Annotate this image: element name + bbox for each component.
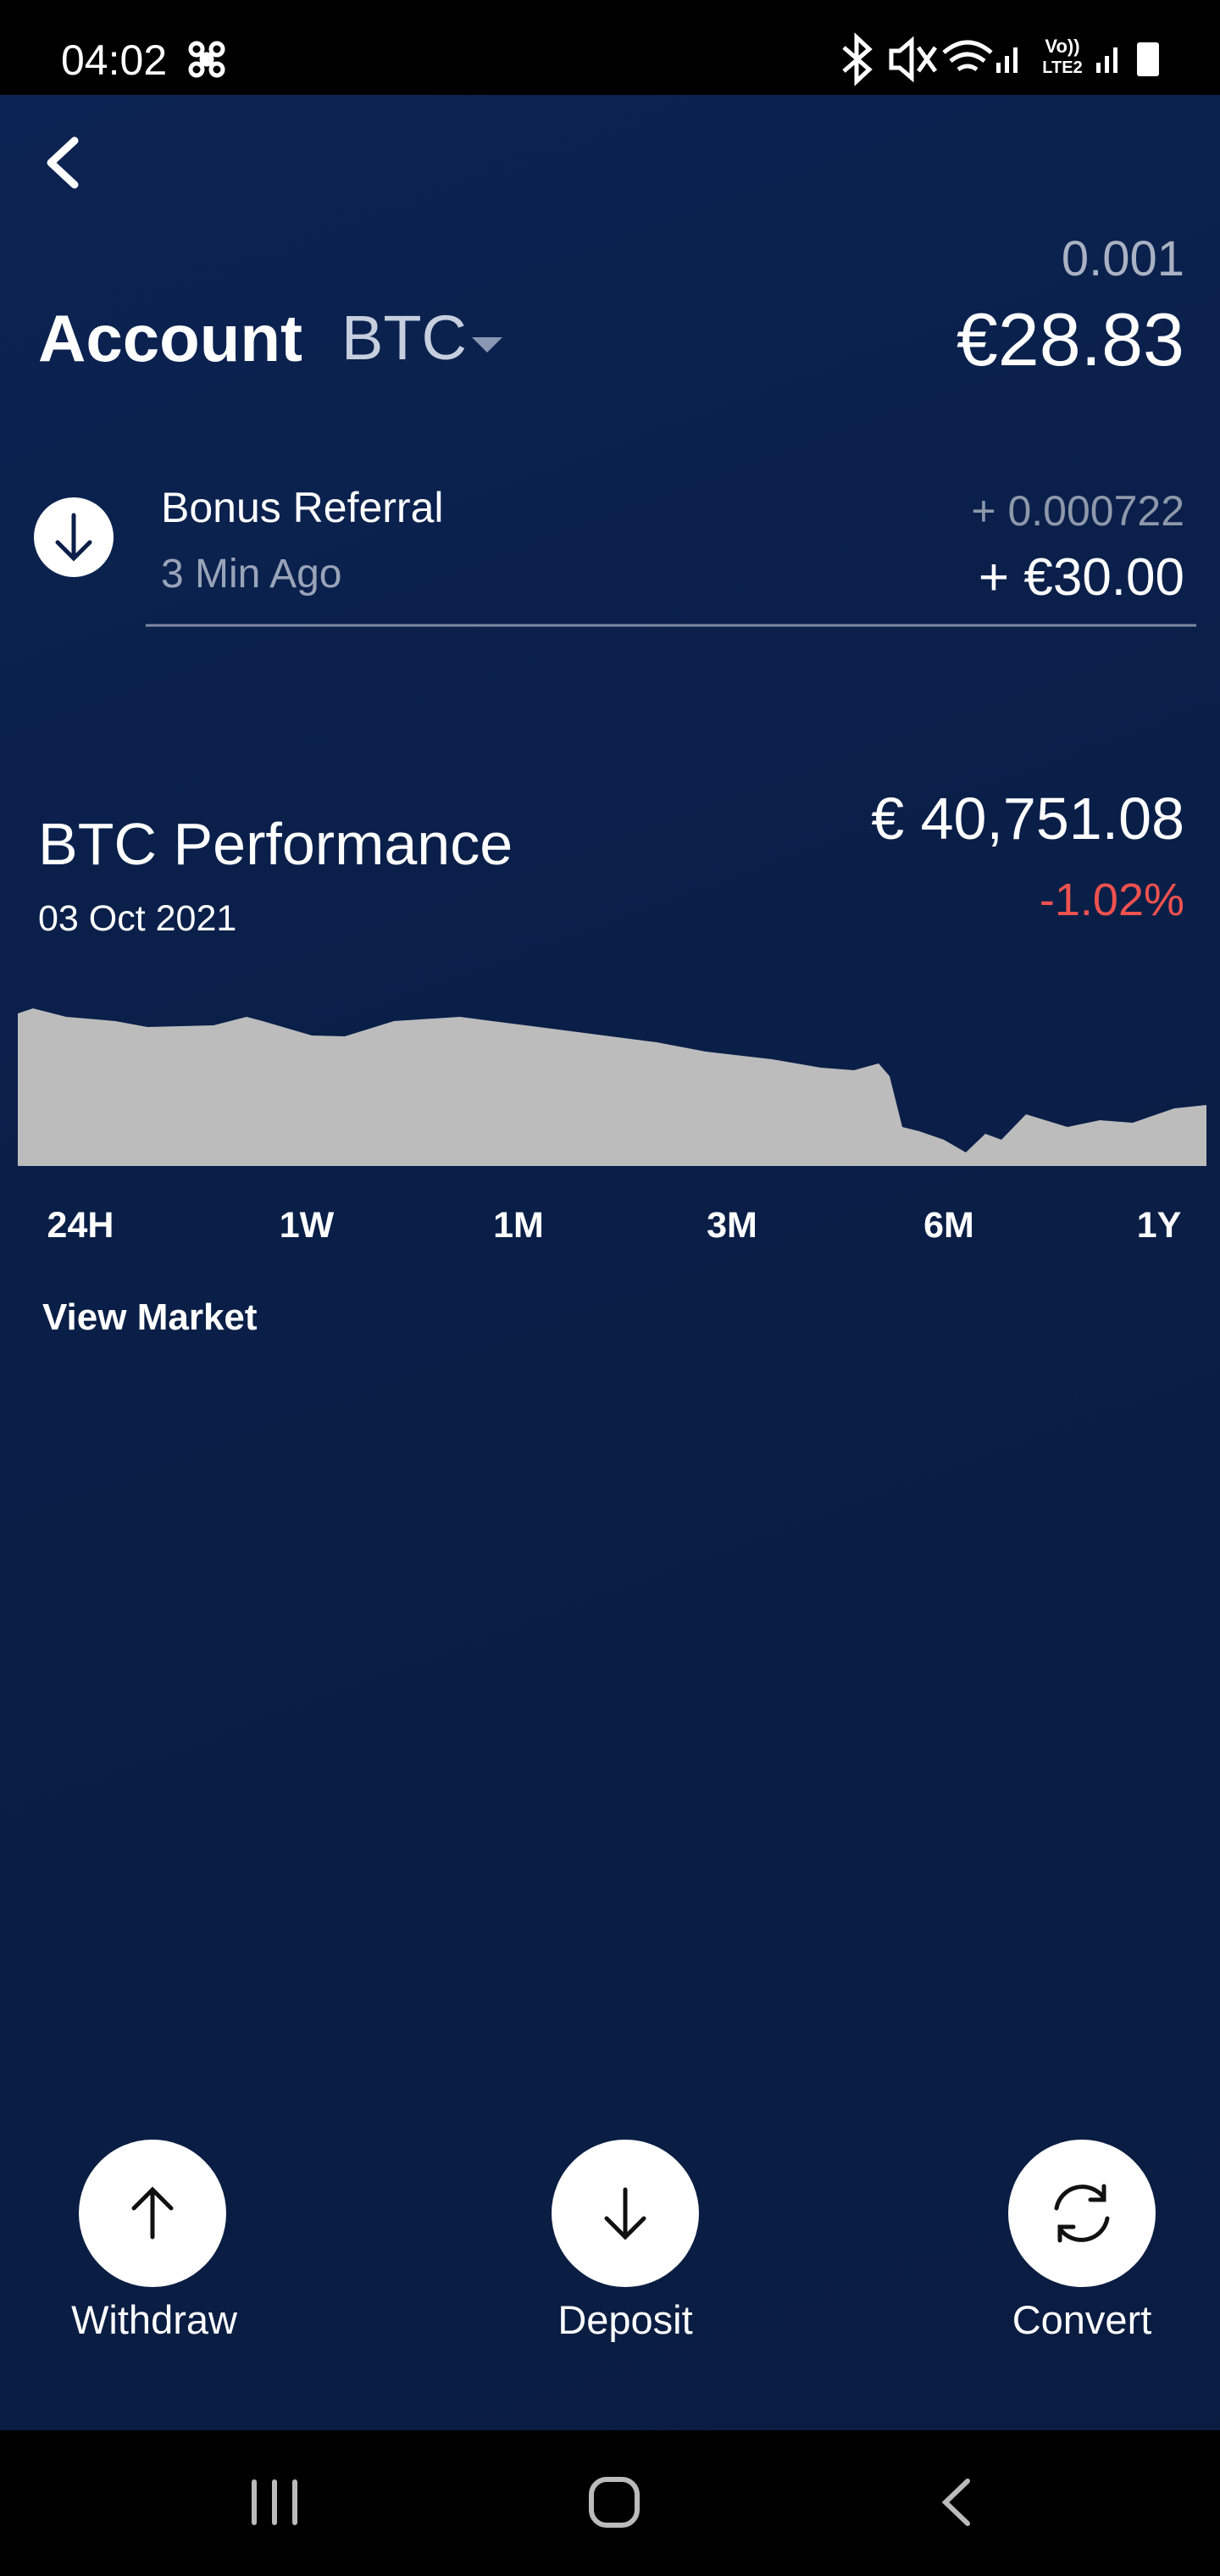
volte-icon: Vo)) [1045, 36, 1079, 57]
price-sparkline [18, 1008, 1206, 1166]
btc-price: € 40,751.08 [871, 786, 1184, 852]
action-label[interactable]: Withdraw [71, 2297, 237, 2342]
withdraw-button[interactable] [79, 2140, 226, 2287]
recents-button[interactable] [252, 2479, 297, 2525]
account-title: Account [38, 301, 302, 375]
back-button[interactable] [47, 136, 79, 189]
currency-dropdown-arrow[interactable] [472, 337, 502, 353]
range-tab[interactable]: 3M [707, 1205, 757, 1246]
down-arrow [55, 513, 92, 562]
view-market-link[interactable]: View Market [42, 1296, 258, 1338]
range-tab[interactable]: 1M [493, 1205, 544, 1246]
range-tab[interactable]: 24H [47, 1205, 114, 1246]
range-tab[interactable]: 6M [923, 1205, 974, 1246]
navigation-bar [0, 2430, 1220, 2576]
transaction-title[interactable]: Bonus Referral [161, 484, 444, 531]
range-tab[interactable]: 1W [279, 1205, 335, 1246]
lte-icon: LTE2 [1042, 58, 1082, 77]
system-back-button[interactable] [941, 2479, 970, 2526]
price-change: -1.02% [1039, 874, 1184, 925]
clock: 04:02 [61, 36, 168, 84]
currency-selector[interactable]: BTC [341, 303, 467, 373]
performance-title: BTC Performance [38, 811, 513, 877]
transaction-fiat-amount: + €30.00 [978, 548, 1184, 607]
home-button[interactable] [589, 2477, 640, 2528]
deposit-button[interactable] [552, 2140, 699, 2287]
convert-button[interactable] [1008, 2140, 1156, 2287]
fiat-balance: €28.83 [956, 297, 1184, 381]
range-tab[interactable]: 1Y [1136, 1205, 1182, 1246]
crypto-balance: 0.001 [1061, 231, 1184, 286]
transaction-crypto-amount: + 0.000722 [971, 487, 1184, 535]
action-label[interactable]: Deposit [557, 2297, 693, 2342]
action-label[interactable]: Convert [1012, 2297, 1152, 2342]
performance-date: 03 Oct 2021 [38, 898, 237, 939]
status-icons [188, 32, 1159, 86]
transaction-time: 3 Min Ago [161, 552, 342, 597]
